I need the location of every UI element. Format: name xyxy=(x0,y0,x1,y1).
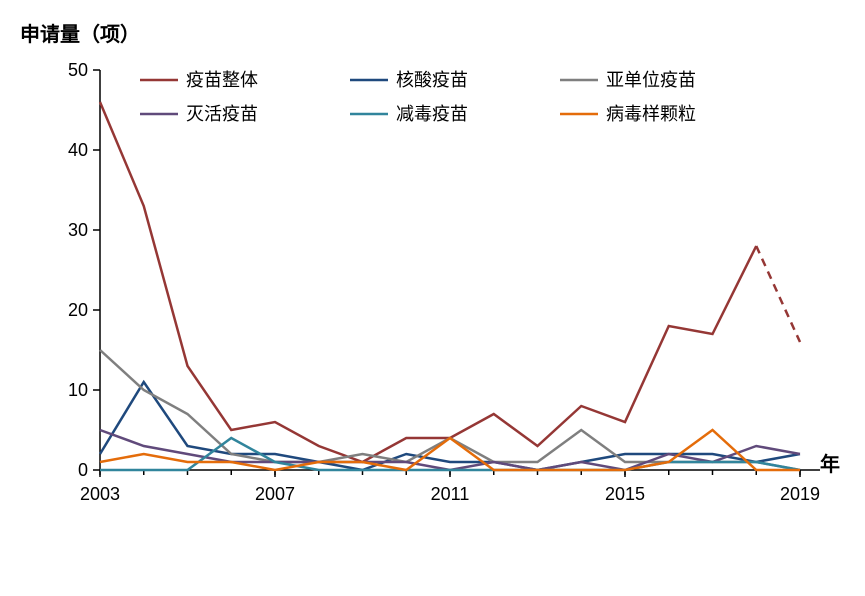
y-tick-label: 30 xyxy=(68,220,88,240)
y-tick-label: 50 xyxy=(68,60,88,80)
legend-label: 亚单位疫苗 xyxy=(606,70,696,90)
y-tick-label: 20 xyxy=(68,300,88,320)
legend-label: 灭活疫苗 xyxy=(186,104,258,124)
legend-label: 核酸疫苗 xyxy=(396,70,468,90)
legend-label: 减毒疫苗 xyxy=(396,104,468,124)
series-亚单位疫苗 xyxy=(100,350,800,470)
series-疫苗整体 xyxy=(100,102,756,462)
legend-label: 病毒样颗粒 xyxy=(606,104,696,124)
series-疫苗整体-dashed xyxy=(756,246,800,342)
legend-label: 疫苗整体 xyxy=(186,70,258,90)
x-tick-label: 2011 xyxy=(431,484,470,504)
x-tick-label: 2007 xyxy=(255,484,295,504)
y-tick-label: 0 xyxy=(78,460,88,480)
x-axis-title: 年 xyxy=(820,448,840,477)
y-tick-label: 40 xyxy=(68,140,88,160)
chart-container: 申请量（项） 年 0 10 20 30 40 50 2003 2007 2011 2015 2019… xyxy=(0,0,865,596)
y-axis-title: 申请量（项） xyxy=(20,18,140,47)
y-tick-label: 10 xyxy=(68,380,88,400)
chart-svg: 0 10 20 30 40 50 2003 2007 2011 2015 2019 疫苗整体 核酸疫苗 亚… xyxy=(0,0,865,596)
x-tick-label: 2003 xyxy=(80,484,120,504)
x-tick-label: 2015 xyxy=(605,484,645,504)
x-tick-label: 2019 xyxy=(780,484,820,504)
